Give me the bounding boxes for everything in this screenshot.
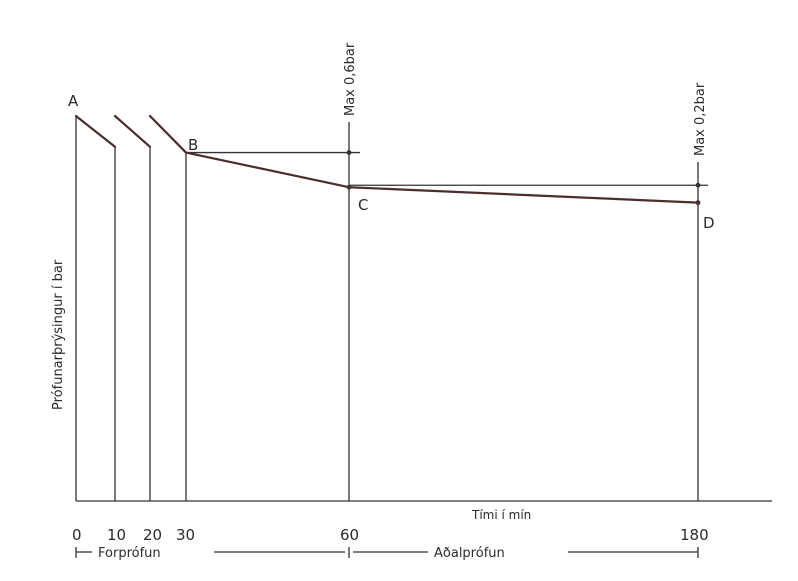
axes [75,116,772,502]
point-label-a: A [68,92,79,110]
y-axis-title: Prófunarþrýsingur í bar [51,259,66,410]
x-tick-label: 20 [143,526,162,544]
pressure-curve [74,114,700,204]
x-tick-label: 0 [72,526,82,544]
phase-label-main-test: Aðalprófun [434,546,505,561]
labels: A B C D Max 0,6bar Max 0,2bar Prófunarþrýsingu… [51,42,715,561]
point-label-c: C [358,196,368,214]
segment-b-c [184,151,351,189]
x-tick-label: 60 [340,526,359,544]
phase-label-pre-test: Forprófun [98,546,161,561]
x-axis-title: Tími í mín [471,508,531,522]
annotation-max-06: Max 0,6bar [343,42,358,116]
point-label-d: D [703,214,715,232]
x-tick-label: 10 [107,526,126,544]
x-tick-label: 30 [176,526,195,544]
max-06-point [346,150,352,155]
segment-a [74,114,117,148]
segment-c-d [347,186,700,204]
point-label-b: B [188,136,198,154]
segment-3 [148,114,188,154]
reference-lines [75,122,708,558]
annotation-max-02: Max 0,2bar [693,82,708,156]
max-02-point [695,182,701,188]
segment-2 [113,114,152,148]
x-tick-label: 180 [680,526,709,544]
